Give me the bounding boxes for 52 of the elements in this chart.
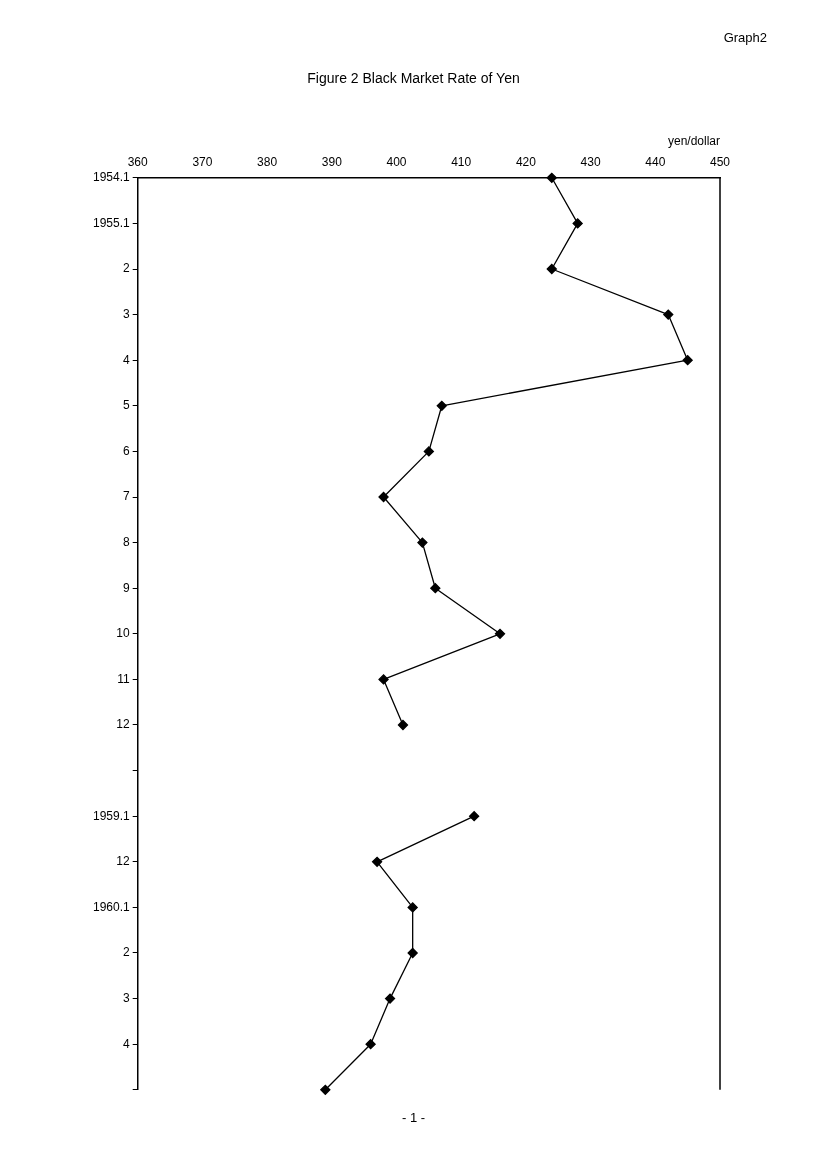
point xyxy=(436,400,447,411)
point xyxy=(384,993,396,1004)
x-tick-label: 370 xyxy=(192,154,213,169)
point xyxy=(494,628,506,639)
x-axis-title: yen/dollar xyxy=(667,133,720,148)
y-tick-label: 10 xyxy=(116,626,131,641)
y-tick-label: 6 xyxy=(123,443,131,458)
point xyxy=(407,947,418,959)
caption: Graph2 xyxy=(723,30,767,45)
point xyxy=(371,856,383,867)
x-tick-label: 360 xyxy=(127,154,149,169)
y-tick-label: 3 xyxy=(123,990,131,1005)
point xyxy=(682,355,693,366)
point xyxy=(417,537,428,548)
y-tick-label: 1959.1 xyxy=(93,808,131,823)
x-tick-label: 420 xyxy=(515,154,537,169)
y-tick-label: 4 xyxy=(123,352,131,367)
point xyxy=(365,1039,376,1050)
y-tick-label: 5 xyxy=(123,398,131,413)
x-tick-label: 390 xyxy=(321,154,343,169)
y-tick-label: 7 xyxy=(123,489,131,504)
point xyxy=(546,263,557,275)
point xyxy=(546,172,557,183)
y-tick-label: 2 xyxy=(123,261,131,276)
point xyxy=(468,811,480,822)
point xyxy=(423,446,434,457)
y-tick-label: 9 xyxy=(123,580,131,595)
x-tick-label: 400 xyxy=(386,154,407,169)
x-tick-label: 380 xyxy=(257,154,278,169)
y-tick-label: 11 xyxy=(117,671,131,686)
y-tick-label: 4 xyxy=(123,1036,131,1051)
y-tick-label: 1954.1 xyxy=(93,170,131,185)
y-tick-label: 1955.1 xyxy=(93,215,131,230)
point xyxy=(320,1084,331,1095)
point xyxy=(407,902,418,913)
point xyxy=(572,218,583,229)
point xyxy=(663,309,674,320)
point xyxy=(378,674,389,685)
x-tick-label: 410 xyxy=(451,154,472,169)
y-tick-label: 12 xyxy=(116,854,131,869)
x-tick-label: 450 xyxy=(709,154,731,169)
x-tick-label: 440 xyxy=(645,154,666,169)
y-tick-label: 8 xyxy=(123,534,131,549)
y-tick-label: 12 xyxy=(116,717,131,732)
text: - 1 - xyxy=(400,1110,427,1125)
point xyxy=(430,583,441,594)
point xyxy=(397,719,409,731)
y-tick-label: 1960.1 xyxy=(93,899,131,914)
chart-title: Figure 2 Black Market Rate of Yen xyxy=(306,70,521,86)
y-tick-label: 3 xyxy=(123,306,131,321)
x-tick-label: 430 xyxy=(580,154,601,169)
y-tick-label: 2 xyxy=(123,945,131,960)
